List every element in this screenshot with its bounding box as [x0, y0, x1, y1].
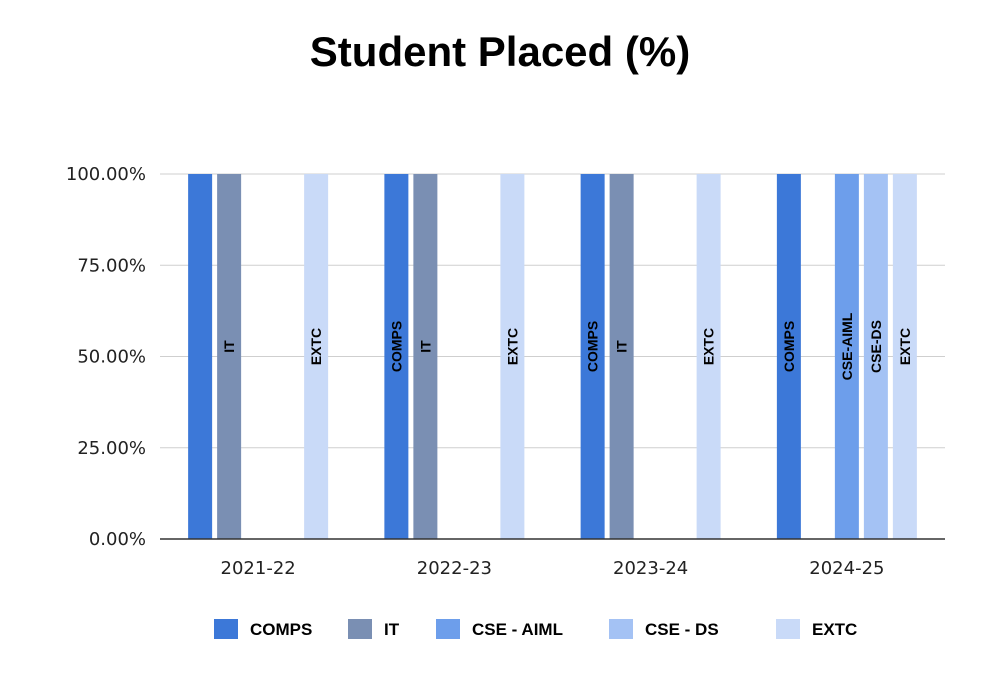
legend-item: CSE - AIML — [436, 619, 563, 639]
bar-data-label: CSE-DS — [868, 320, 884, 373]
legend-item: CSE - DS — [609, 619, 719, 639]
legend-label: CSE - AIML — [472, 620, 563, 639]
bar — [863, 174, 888, 539]
bar — [834, 174, 859, 539]
y-tick-label: 75.00% — [77, 255, 146, 276]
y-tick-label: 100.00% — [66, 164, 146, 185]
legend-swatch — [609, 619, 633, 639]
legend-label: EXTC — [812, 620, 857, 639]
x-tick-label: 2022-23 — [417, 558, 492, 579]
bar — [413, 174, 438, 539]
bar-data-label: COMPS — [781, 321, 797, 372]
legend-swatch — [214, 619, 238, 639]
x-tick-label: 2023-24 — [613, 558, 688, 579]
legend-label: COMPS — [250, 620, 312, 639]
legend-swatch — [436, 619, 460, 639]
bar — [696, 174, 721, 539]
bar-data-label: EXTC — [308, 328, 324, 365]
bar-data-label: EXTC — [701, 328, 717, 365]
legend-label: CSE - DS — [645, 620, 719, 639]
legend-item: IT — [348, 619, 400, 639]
bar — [580, 174, 605, 539]
bar-data-label: IT — [417, 340, 433, 353]
bar-data-label: IT — [614, 340, 630, 353]
x-tick-label: 2024-25 — [809, 558, 884, 579]
bar — [384, 174, 409, 539]
legend: COMPS IT CSE - AIML CSE - DS EXTC — [214, 619, 857, 639]
bars: IT EXTC COMPS IT EXTC COMPS IT EXTC COMPS CSE-AIM… — [188, 174, 917, 539]
legend-swatch — [776, 619, 800, 639]
bar-data-label: EXTC — [897, 328, 913, 365]
grid-lines — [160, 173, 945, 449]
bar-data-label: IT — [221, 340, 237, 353]
y-tick-label: 50.00% — [77, 347, 146, 368]
bar — [304, 174, 329, 539]
legend-item: EXTC — [776, 619, 857, 639]
chart-title: Student Placed (%) — [309, 28, 691, 75]
bar-data-label: COMPS — [388, 321, 404, 372]
bar — [776, 174, 801, 539]
bar — [609, 174, 634, 539]
bar-data-label: CSE-AIML — [839, 312, 855, 380]
y-tick-label: 0.00% — [89, 529, 146, 550]
bar — [500, 174, 525, 539]
legend-item: COMPS — [214, 619, 312, 639]
y-tick-label: 25.00% — [77, 438, 146, 459]
bar — [217, 174, 242, 539]
x-tick-label: 2021-22 — [221, 558, 296, 579]
x-axis-ticks: 2021-22 2022-23 2023-24 2024-25 — [221, 558, 885, 579]
y-axis-ticks: 0.00% 25.00% 50.00% 75.00% 100.00% — [66, 164, 146, 550]
bar-data-label: COMPS — [585, 321, 601, 372]
legend-swatch — [348, 619, 372, 639]
bar — [892, 174, 917, 539]
legend-label: IT — [384, 620, 400, 639]
bar-data-label: EXTC — [504, 328, 520, 365]
bar — [188, 174, 213, 539]
